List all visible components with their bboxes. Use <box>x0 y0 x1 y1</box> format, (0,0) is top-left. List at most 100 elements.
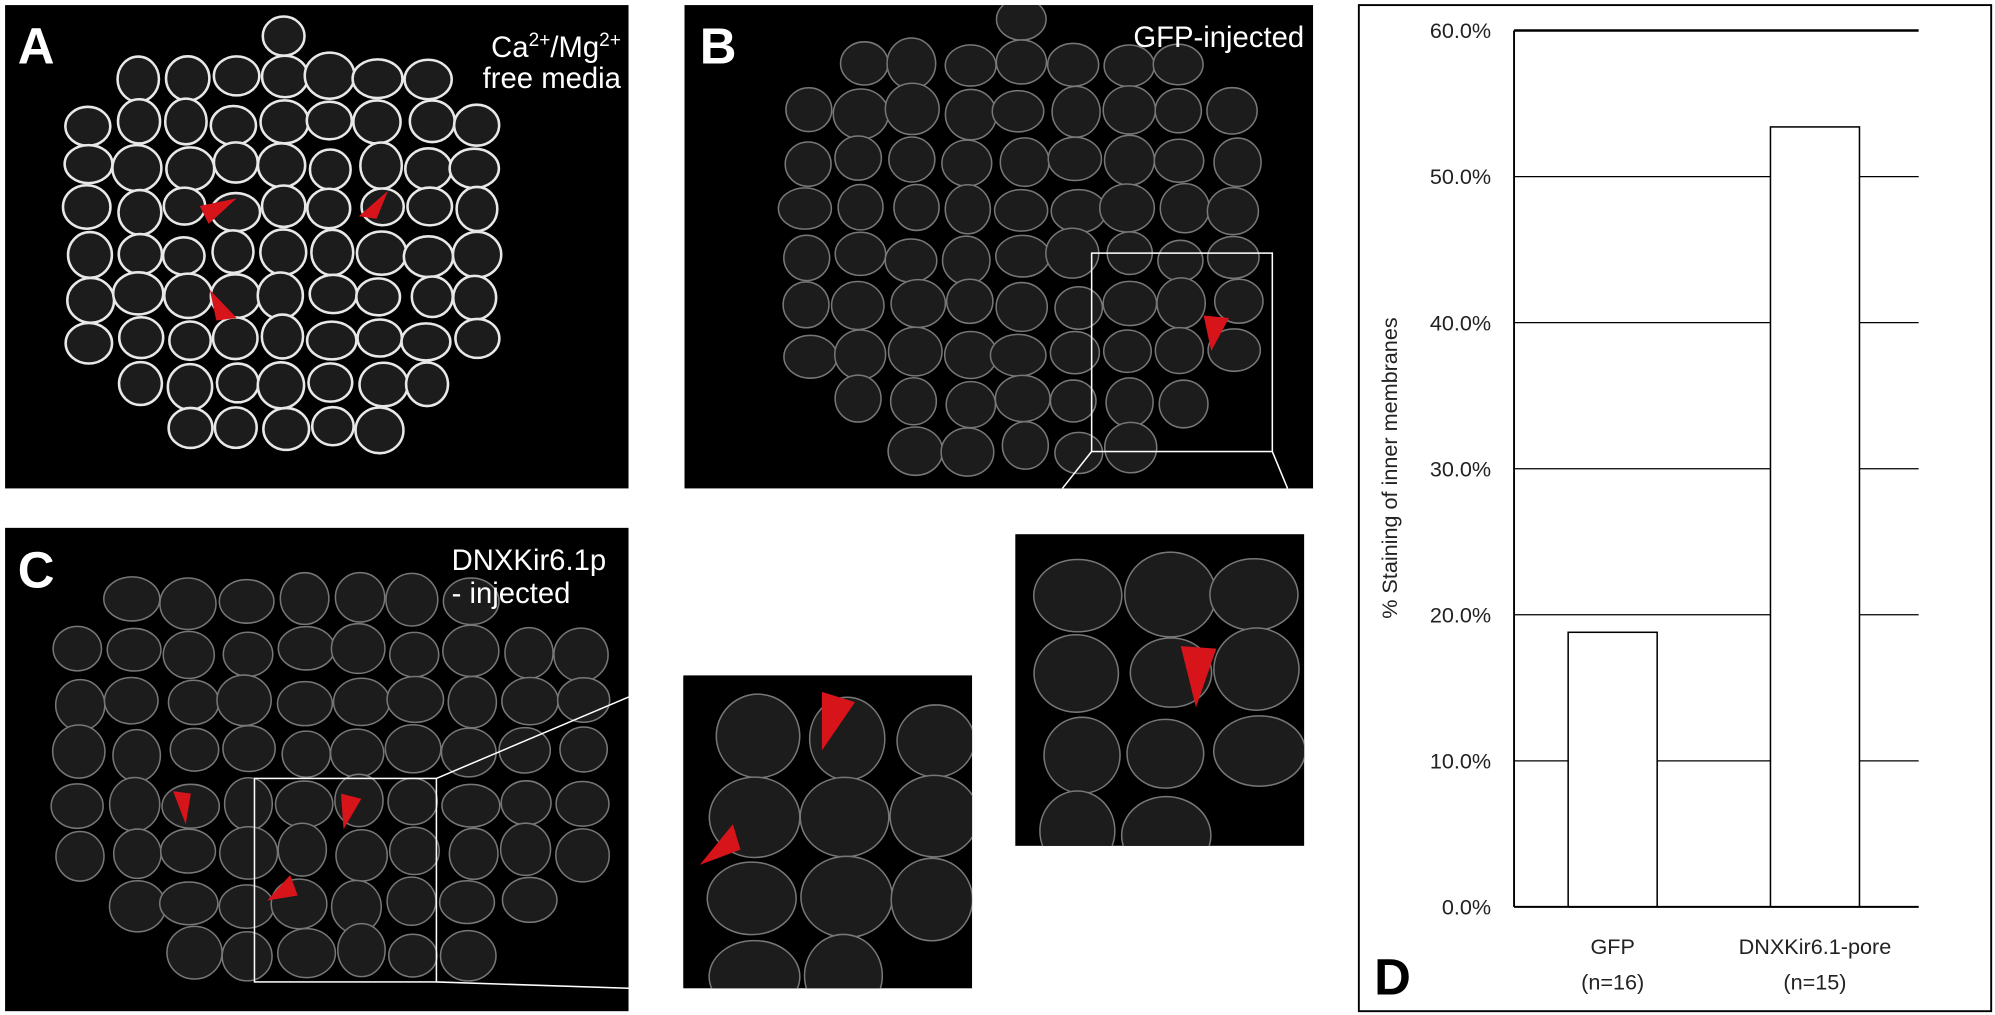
cell <box>1154 326 1204 375</box>
cell <box>55 830 105 882</box>
cell <box>555 828 611 883</box>
cell <box>499 822 552 877</box>
cell <box>500 780 552 826</box>
cell <box>385 572 439 627</box>
zoom-box <box>253 777 438 983</box>
cell <box>310 405 355 447</box>
panel-label: B <box>700 18 737 75</box>
cell <box>1213 137 1262 188</box>
cell <box>404 147 453 191</box>
cell <box>943 330 998 380</box>
cells <box>50 5 1305 989</box>
cell <box>1051 85 1101 138</box>
cell <box>1045 227 1100 279</box>
y-tick-label: 50.0% <box>1430 164 1491 189</box>
cell <box>389 631 440 678</box>
cell <box>1103 134 1156 186</box>
cell <box>279 571 330 626</box>
cell <box>1049 330 1101 375</box>
caption-part: 2+ <box>599 30 621 51</box>
cell <box>117 188 163 237</box>
cell <box>259 99 310 145</box>
y-tick-label: 60.0% <box>1430 18 1491 43</box>
cell <box>64 105 112 148</box>
cell <box>1209 558 1299 632</box>
cell <box>384 723 442 774</box>
x-tick-label: DNXKir6.1-pore <box>1739 934 1892 959</box>
arrowhead <box>340 793 362 830</box>
cell <box>1050 188 1107 234</box>
cell <box>387 933 438 978</box>
cell <box>215 362 260 404</box>
cell <box>1159 182 1211 234</box>
cell <box>994 234 1051 278</box>
cell <box>1152 43 1204 86</box>
cell <box>352 99 402 145</box>
cell <box>108 879 167 933</box>
cell <box>833 329 887 381</box>
cell <box>1157 239 1204 282</box>
cell <box>1103 421 1158 474</box>
cell <box>441 783 501 828</box>
cell <box>168 320 213 362</box>
cell <box>162 630 216 680</box>
cell <box>386 675 445 724</box>
cell <box>945 380 997 429</box>
cell <box>404 361 450 408</box>
cell <box>1102 329 1152 374</box>
cell <box>66 276 116 325</box>
tissue <box>50 571 611 982</box>
cell <box>455 185 499 233</box>
cell <box>442 624 500 678</box>
cell <box>117 360 164 407</box>
cell <box>117 316 165 360</box>
cell <box>940 427 995 477</box>
cell <box>162 272 214 320</box>
cell <box>889 774 973 858</box>
caption: free media <box>483 63 622 95</box>
cell <box>887 426 944 477</box>
cell <box>386 876 437 927</box>
cell <box>1207 328 1262 373</box>
cell <box>889 376 938 426</box>
cell <box>360 187 406 227</box>
cell <box>886 37 937 90</box>
cell <box>307 362 354 403</box>
caption: - injected <box>452 578 571 610</box>
cell <box>1126 718 1205 789</box>
cell <box>1049 379 1097 423</box>
cell <box>941 235 991 286</box>
cell <box>166 362 214 412</box>
cell <box>830 280 885 331</box>
arrowheads <box>173 190 1230 901</box>
cell <box>161 783 221 829</box>
cell <box>256 142 307 189</box>
cell <box>162 186 207 226</box>
cell <box>834 231 887 277</box>
cell <box>116 55 161 104</box>
cell <box>442 577 500 626</box>
cell <box>944 44 997 87</box>
cell <box>351 58 404 100</box>
caption: GFP-injected <box>1133 22 1304 54</box>
cell <box>117 232 164 276</box>
cell <box>167 679 220 726</box>
arrowhead <box>173 791 191 825</box>
caption-part: Ca <box>491 32 529 64</box>
cell <box>387 777 439 826</box>
cell <box>211 316 259 361</box>
cell <box>1032 558 1123 633</box>
y-tick-label: 30.0% <box>1430 456 1491 481</box>
cell <box>501 876 558 924</box>
cell <box>803 933 884 989</box>
cell <box>410 275 455 319</box>
cell <box>1153 138 1205 184</box>
cell <box>159 577 217 631</box>
panel-label: D <box>1374 949 1411 1006</box>
cell <box>103 676 159 725</box>
cell <box>355 230 408 277</box>
cell <box>259 228 308 277</box>
cell <box>166 925 223 980</box>
cell <box>999 137 1050 188</box>
cell <box>359 141 404 191</box>
